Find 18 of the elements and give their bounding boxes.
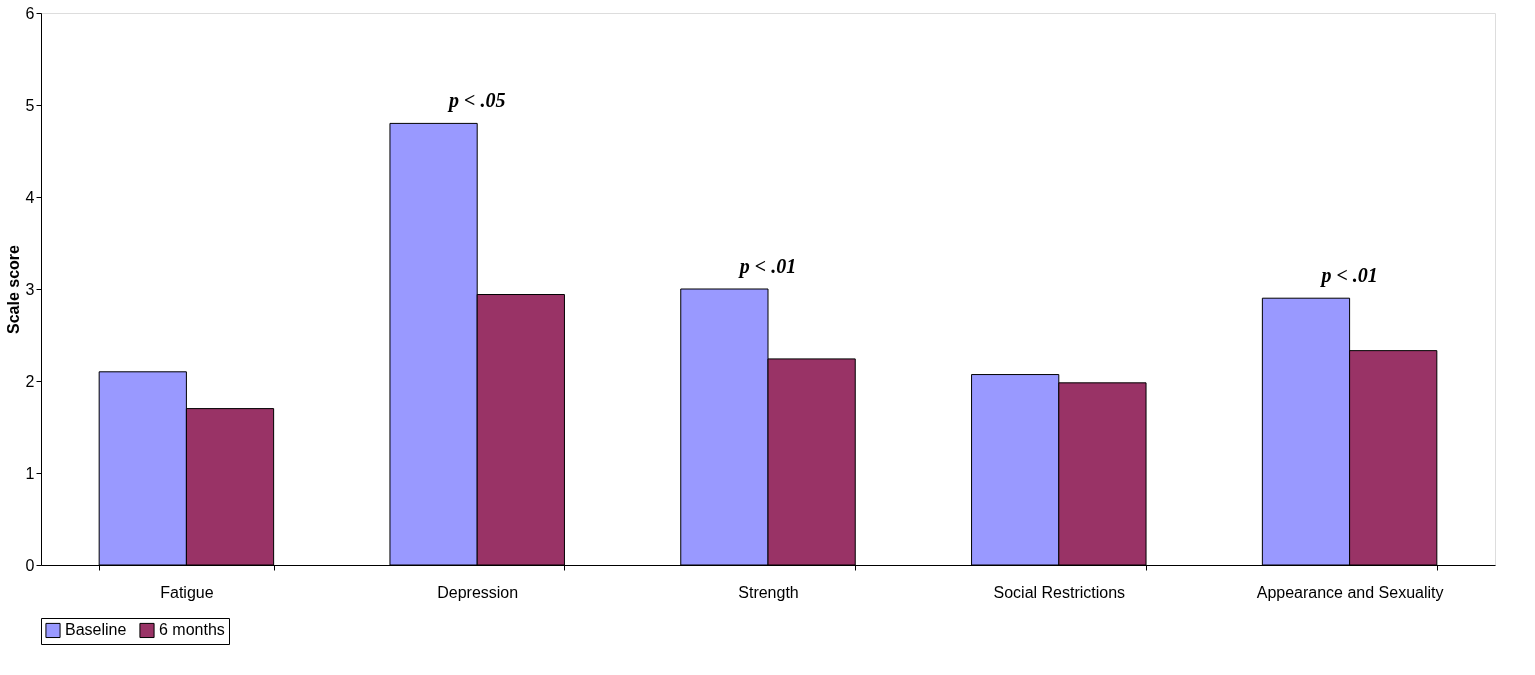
- annotation: p < .01: [1319, 264, 1378, 288]
- y-tick-label: 5: [25, 96, 35, 114]
- x-tick-label: Social Restrictions: [993, 583, 1126, 601]
- x-tick-label: Appearance and Sexuality: [1256, 583, 1444, 601]
- y-tick-label: 3: [25, 280, 35, 298]
- x-tick-label: Fatigue: [160, 583, 214, 601]
- x-tick-label: Strength: [738, 583, 799, 601]
- y-tick-label: 2: [25, 372, 35, 390]
- y-axis-title: Scale score: [4, 244, 22, 334]
- annotation: p < .01: [737, 255, 797, 278]
- y-tick-label: 0: [25, 556, 35, 574]
- y-tick-label: 6: [25, 4, 35, 22]
- legend-label: Baseline: [65, 621, 127, 639]
- x-tick-label: Depression: [437, 583, 519, 601]
- y-tick-label: 4: [25, 188, 35, 206]
- annotation: p < .05: [447, 89, 506, 113]
- y-tick-label: 1: [25, 464, 35, 482]
- legend-label: 6 months: [159, 621, 225, 639]
